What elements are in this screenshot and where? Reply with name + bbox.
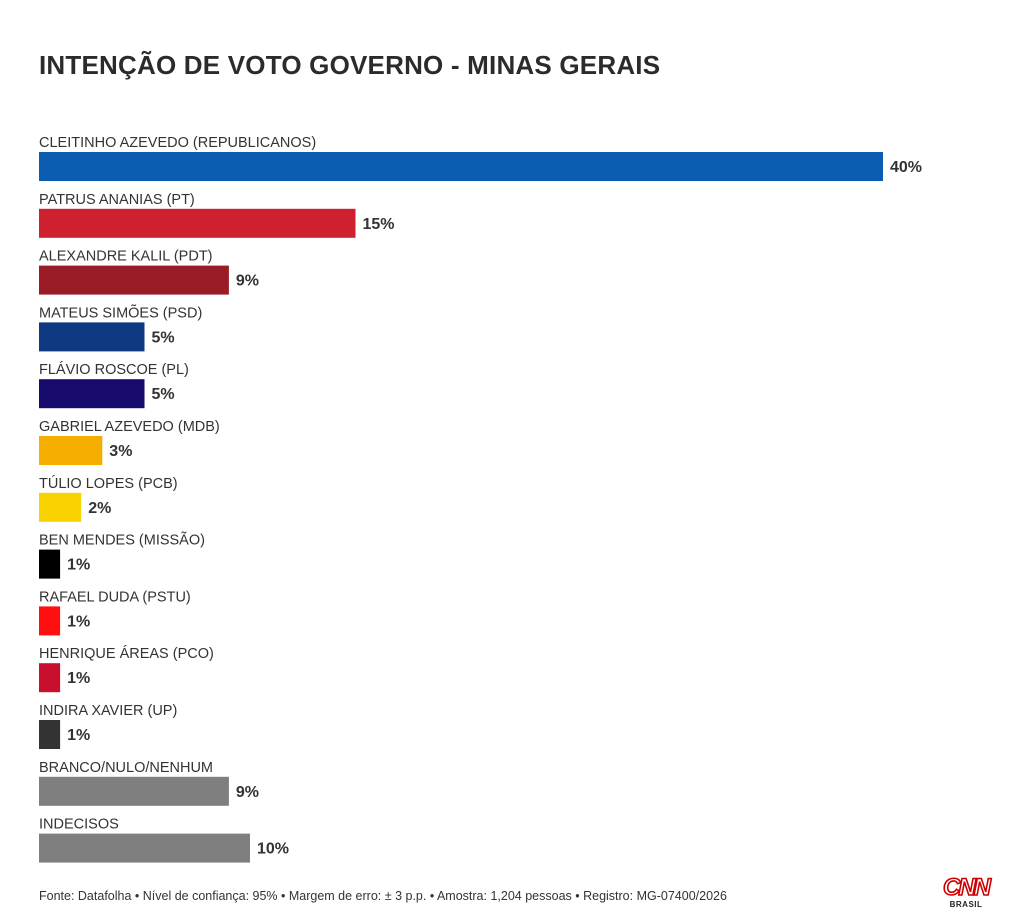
bar bbox=[39, 492, 82, 522]
bar-value-label: 5% bbox=[152, 386, 175, 403]
bar-category-label: INDIRA XAVIER (UP) bbox=[39, 703, 177, 719]
bar bbox=[39, 720, 61, 749]
bar-category-label: HENRIQUE ÁREAS (PCO) bbox=[39, 645, 214, 662]
bar-category-label: INDECISOS bbox=[39, 817, 119, 833]
bar-value-label: 1% bbox=[67, 557, 90, 574]
bar-category-label: PATRUS ANANIAS (PT) bbox=[39, 192, 195, 208]
bar-category-label: FLÁVIO ROSCOE (PL) bbox=[39, 361, 189, 378]
bar bbox=[39, 549, 61, 579]
logo-sub-text: BRASIL bbox=[949, 900, 983, 909]
bar-value-label: 5% bbox=[152, 329, 175, 346]
chart-title: INTENÇÃO DE VOTO GOVERNO - MINAS GERAIS bbox=[39, 50, 661, 80]
bar bbox=[39, 322, 145, 352]
bar-value-label: 3% bbox=[109, 443, 132, 460]
bar-category-label: CLEITINHO AZEVEDO (REPUBLICANOS) bbox=[39, 135, 316, 151]
cnn-brasil-logo: CNN BRASIL bbox=[938, 874, 994, 912]
bar-value-label: 40% bbox=[890, 159, 922, 176]
bar-value-label: 2% bbox=[88, 500, 111, 517]
bar-category-label: ALEXANDRE KALIL (PDT) bbox=[39, 249, 213, 265]
bar-value-label: 9% bbox=[236, 273, 259, 290]
bar bbox=[39, 663, 61, 693]
bar-category-label: MATEUS SIMÕES (PSD) bbox=[39, 304, 202, 321]
bar-category-label: RAFAEL DUDA (PSTU) bbox=[39, 589, 191, 605]
bar bbox=[39, 436, 103, 465]
bar-value-label: 9% bbox=[236, 784, 259, 801]
bar bbox=[39, 606, 61, 636]
bar-value-label: 1% bbox=[67, 613, 90, 630]
bar-value-label: 1% bbox=[67, 670, 90, 687]
bar bbox=[39, 776, 229, 806]
bar-category-label: BEN MENDES (MISSÃO) bbox=[39, 532, 205, 549]
bar bbox=[39, 379, 145, 409]
bar-category-label: BRANCO/NULO/NENHUM bbox=[39, 760, 213, 776]
bar-category-label: GABRIEL AZEVEDO (MDB) bbox=[39, 419, 220, 435]
bar-value-label: 10% bbox=[257, 841, 289, 858]
bar-value-label: 15% bbox=[363, 216, 395, 233]
bar bbox=[39, 265, 229, 295]
bar bbox=[39, 833, 250, 863]
bar-value-label: 1% bbox=[67, 727, 90, 744]
bar bbox=[39, 152, 883, 181]
logo-brand-text: CNN bbox=[942, 874, 992, 901]
source-footer: Fonte: Datafolha • Nível de confiança: 9… bbox=[39, 889, 727, 903]
bar-category-label: TÚLIO LOPES (PCB) bbox=[39, 475, 178, 492]
bar bbox=[39, 208, 356, 238]
